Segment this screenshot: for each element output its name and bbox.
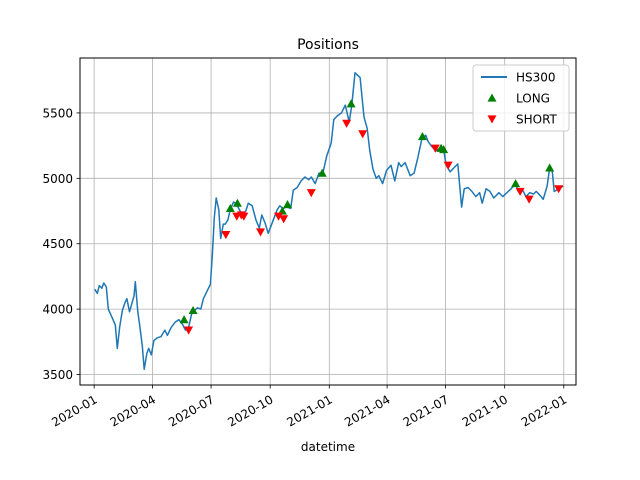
- short-marker: [443, 161, 453, 170]
- y-tick-label: 4000: [42, 303, 73, 317]
- short-marker: [430, 144, 440, 153]
- short-marker: [256, 228, 266, 237]
- short-marker: [239, 212, 249, 221]
- long-marker: [225, 203, 235, 213]
- long-marker: [277, 206, 287, 215]
- legend-marker-swatch: [487, 93, 497, 102]
- legend-label: SHORT: [516, 113, 558, 127]
- long-marker: [511, 179, 521, 188]
- plot-area-frame: [79, 57, 577, 386]
- long-marker: [417, 131, 427, 141]
- legend: HS300 LONG SHORT: [472, 64, 570, 132]
- y-axis-ticks: 3500 4000 4500 5000 5500: [42, 106, 80, 382]
- short-marker: [358, 130, 368, 139]
- short-marker: [554, 185, 564, 194]
- long-marker: [545, 163, 555, 172]
- y-tick-label: 5000: [42, 172, 73, 186]
- y-tick-label: 5500: [42, 106, 73, 120]
- y-tick-label: 3500: [42, 368, 73, 382]
- long-marker: [317, 168, 327, 177]
- chart-title: Positions: [297, 37, 359, 53]
- legend-label: LONG: [516, 92, 550, 106]
- long-marker: [439, 145, 449, 154]
- long-marker: [283, 199, 293, 209]
- short-marker: [342, 119, 352, 128]
- series-line-layer: [94, 72, 564, 371]
- short-marker: [515, 187, 525, 196]
- short-marker: [306, 189, 316, 198]
- x-axis-label: datetime: [301, 440, 355, 454]
- long-marker: [188, 305, 198, 315]
- hs300-series-line: [94, 72, 564, 371]
- short-marker: [221, 230, 231, 240]
- long-marker: [179, 315, 189, 324]
- short-marker: [184, 326, 194, 335]
- y-tick-label: 4500: [42, 237, 73, 251]
- short-marker: [274, 212, 284, 221]
- trade-marker-layer: [179, 99, 564, 335]
- long-marker: [232, 198, 242, 207]
- legend-box: [472, 64, 570, 132]
- short-marker: [524, 195, 534, 204]
- short-marker: [279, 215, 289, 224]
- legend-marker-swatch: [487, 115, 497, 124]
- long-marker: [346, 99, 356, 108]
- legend-label: HS300: [516, 71, 556, 85]
